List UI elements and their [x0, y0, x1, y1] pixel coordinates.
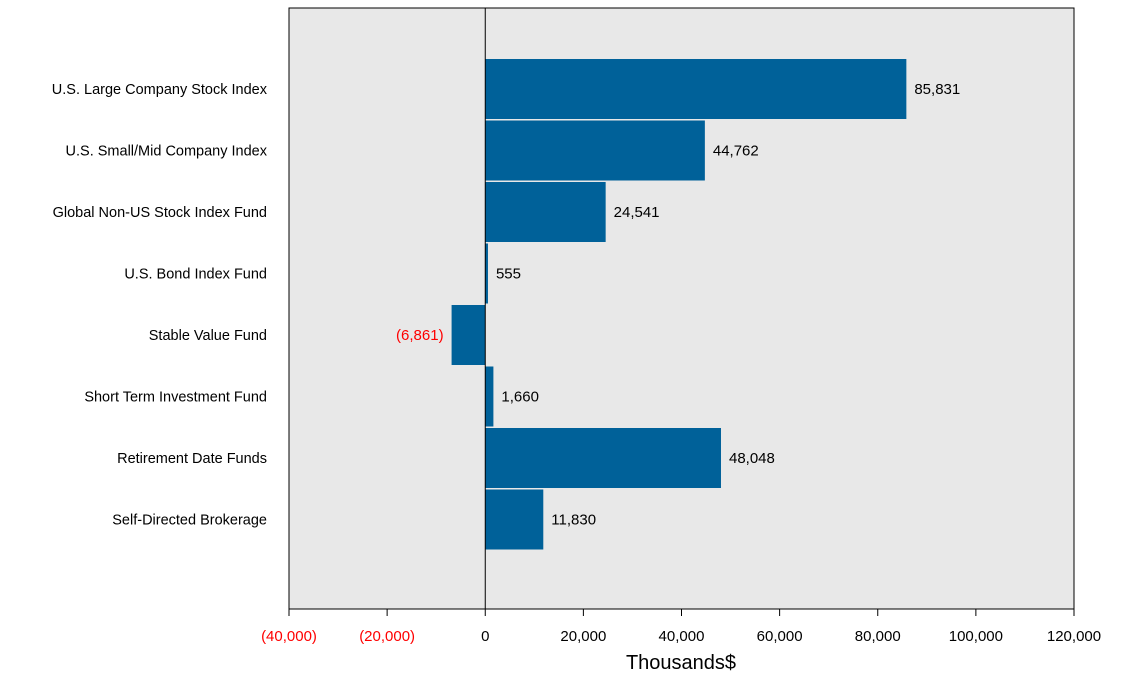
bar-5 [451, 305, 486, 365]
bar-2 [485, 120, 705, 181]
bar-6 [485, 366, 494, 427]
value-labels: 85,831 44,762 24,541 555 (6,861) 1,660 48,048 1… [396, 81, 960, 529]
value-label-5: (6,861) [396, 327, 444, 344]
x-tick-label-1: (40,000) [261, 628, 317, 645]
category-label-7: Retirement Date Funds [117, 451, 267, 467]
value-label-4: 555 [496, 266, 521, 283]
category-label-1: U.S. Large Company Stock Index [52, 82, 268, 98]
x-tick-label-5: 40,000 [659, 628, 705, 645]
x-tick-label-6: 60,000 [757, 628, 803, 645]
value-label-6: 1,660 [501, 389, 539, 406]
category-labels: U.S. Large Company Stock Index U.S. Small… [52, 82, 268, 529]
x-tick-label-3: 0 [481, 628, 489, 645]
category-label-2: U.S. Small/Mid Company Index [66, 144, 268, 160]
bar-4 [485, 243, 488, 304]
x-axis-ticks: (40,000) (20,000) 0 20,000 40,000 60,000 80,00… [261, 609, 1101, 645]
category-label-3: Global Non-US Stock Index Fund [53, 205, 267, 221]
bar-7 [485, 428, 721, 488]
bar-3 [485, 182, 606, 242]
category-label-5: Stable Value Fund [149, 328, 267, 344]
bars-layer [451, 59, 907, 550]
value-label-8: 11,830 [551, 512, 596, 529]
bar-8 [485, 489, 544, 550]
value-label-2: 44,762 [713, 143, 759, 160]
x-tick-label-8: 100,000 [949, 628, 1003, 645]
value-label-7: 48,048 [729, 450, 775, 467]
value-label-3: 24,541 [614, 204, 660, 221]
category-label-6: Short Term Investment Fund [84, 390, 267, 406]
x-tick-label-9: 120,000 [1047, 628, 1101, 645]
category-label-4: U.S. Bond Index Fund [124, 267, 267, 283]
category-label-8: Self-Directed Brokerage [112, 513, 267, 529]
value-label-1: 85,831 [914, 81, 960, 98]
bar-1 [485, 59, 907, 119]
x-tick-label-2: (20,000) [359, 628, 415, 645]
x-axis-title: Thousands$ [626, 652, 736, 674]
x-tick-label-7: 80,000 [855, 628, 901, 645]
x-tick-label-4: 20,000 [560, 628, 606, 645]
